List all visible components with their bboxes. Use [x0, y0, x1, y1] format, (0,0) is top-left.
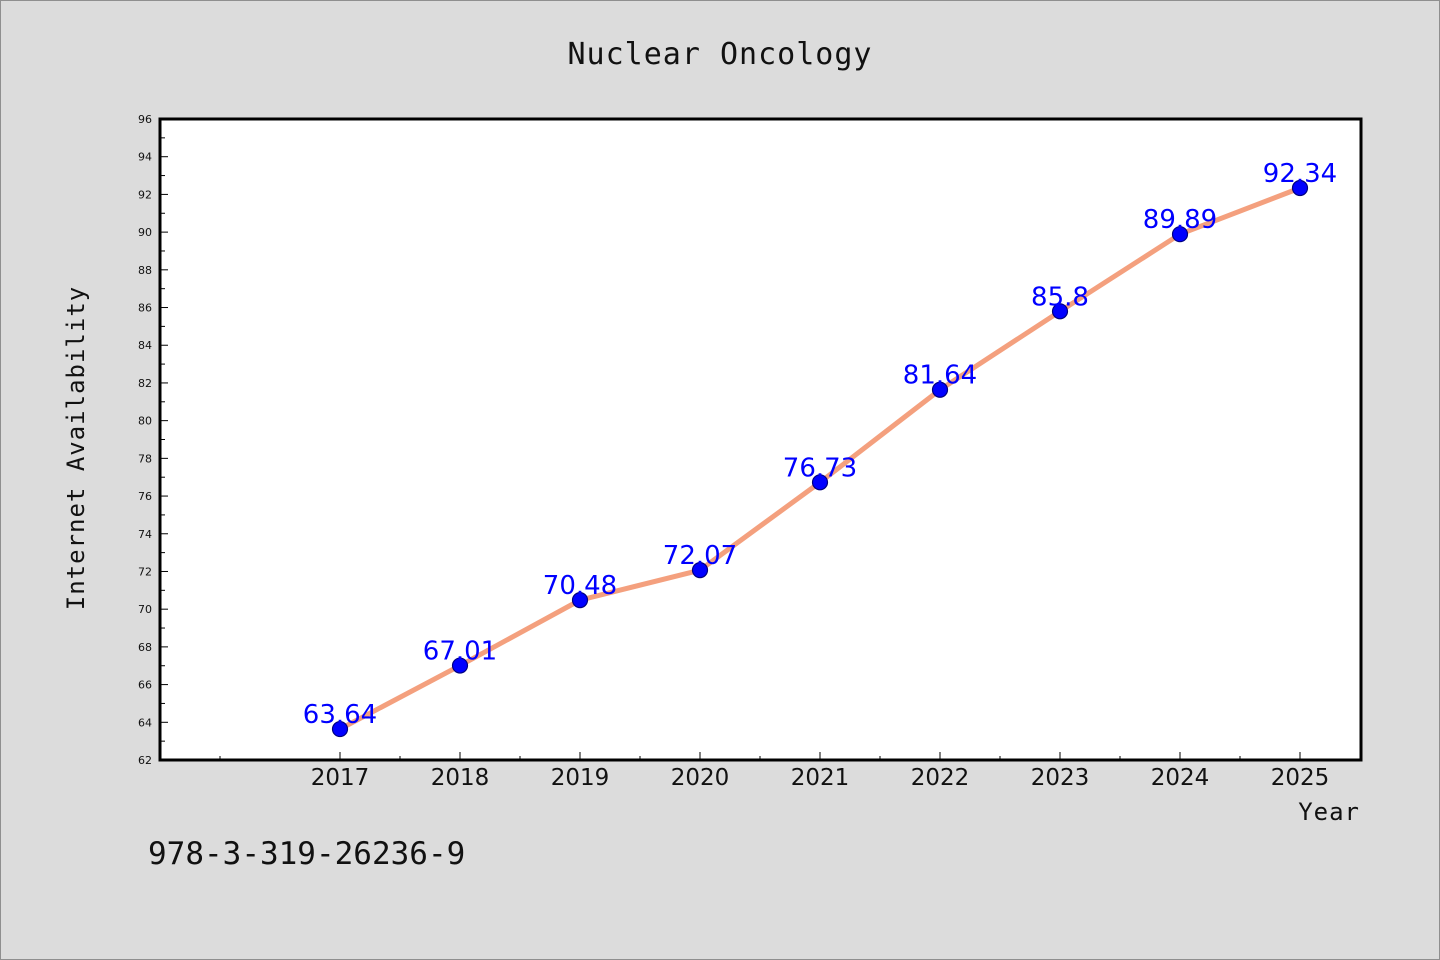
y-tick-label: 96: [138, 113, 152, 126]
x-tick-label: 2023: [1031, 765, 1090, 791]
x-axis-title: Year: [1298, 798, 1360, 826]
data-point: [451, 657, 469, 674]
y-tick-label: 88: [138, 264, 152, 277]
y-tick-label: 78: [138, 452, 152, 465]
y-tick-label: 90: [138, 226, 152, 239]
y-tick-label: 74: [138, 528, 152, 541]
data-label: 67.01: [423, 637, 497, 667]
chart-title: Nuclear Oncology: [568, 37, 873, 72]
x-tick-label: 2019: [551, 765, 610, 791]
footer-identifier: 978-3-319-26236-9: [148, 836, 465, 872]
data-point: [931, 381, 949, 398]
plot-border: [158, 117, 1363, 762]
data-labels-group: 63.64 67.01 70.48 72.07 76.73 81.64 85.8 89.89 9…: [303, 159, 1337, 730]
y-tick-label: 92: [138, 188, 152, 201]
data-label: 81.64: [903, 361, 977, 391]
y-tick-label: 82: [138, 377, 152, 390]
data-point: [331, 720, 349, 738]
y-tick-label: 72: [138, 565, 152, 578]
data-point: [1291, 179, 1309, 197]
y-tick-label: 62: [138, 754, 152, 767]
data-point: [1051, 303, 1069, 320]
y-tick-label: 64: [138, 716, 152, 729]
y-tick-label: 84: [138, 339, 152, 352]
data-label: 70.48: [543, 571, 617, 601]
plot-area: [160, 119, 1361, 760]
y-tick-label: 70: [138, 603, 152, 616]
x-tick-label: 2018: [431, 765, 490, 791]
x-tick-label: 2017: [311, 765, 370, 791]
data-label: 89.89: [1143, 205, 1217, 235]
x-tick-label: 2021: [791, 765, 850, 791]
data-point: [691, 562, 709, 579]
y-axis-title: Internet Availability: [62, 286, 90, 610]
x-axis: 2017 2018 2019 2020 2021 2022 2023 2024 2025: [219, 752, 1330, 791]
data-point: [1171, 226, 1189, 243]
y-tick-label: 66: [138, 679, 152, 692]
series-group: [331, 179, 1309, 738]
y-tick-label: 86: [138, 302, 152, 315]
y-tick-label: 76: [138, 490, 152, 503]
y-tick-label: 80: [138, 415, 152, 428]
data-label: 76.73: [783, 453, 857, 483]
y-tick-label: 94: [138, 151, 152, 164]
data-label: 72.07: [663, 541, 737, 571]
x-tick-label: 2020: [671, 765, 730, 791]
data-label: 63.64: [303, 700, 377, 730]
data-point: [571, 592, 589, 609]
x-tick-label: 2024: [1151, 765, 1210, 791]
y-axis: 62 64 66 68 70 72 74 76 78 80 82 84 86 88 90 92 94 96: [138, 113, 168, 767]
x-tick-label: 2025: [1271, 765, 1330, 791]
x-tick-label: 2022: [911, 765, 970, 791]
data-label: 92.34: [1263, 159, 1337, 189]
y-tick-label: 68: [138, 641, 152, 654]
data-label: 85.8: [1031, 282, 1089, 312]
data-point: [811, 474, 829, 491]
